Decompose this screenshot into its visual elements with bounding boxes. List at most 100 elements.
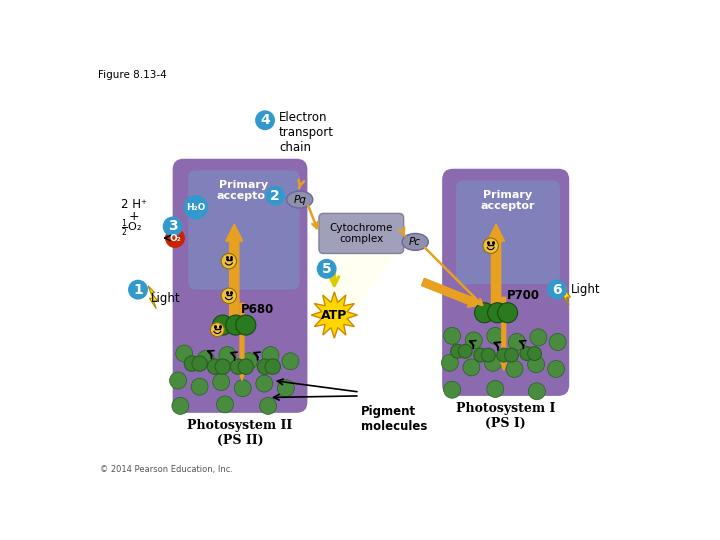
Text: Electron
transport
chain: Electron transport chain bbox=[279, 111, 334, 154]
Circle shape bbox=[265, 359, 281, 374]
Circle shape bbox=[221, 288, 237, 303]
Text: P680: P680 bbox=[240, 303, 274, 316]
Text: ATP: ATP bbox=[321, 308, 348, 321]
Circle shape bbox=[528, 356, 544, 373]
Text: +: + bbox=[129, 210, 140, 223]
Text: P700: P700 bbox=[506, 289, 539, 302]
Circle shape bbox=[215, 359, 230, 374]
Circle shape bbox=[459, 345, 472, 358]
Circle shape bbox=[506, 361, 523, 377]
FancyBboxPatch shape bbox=[442, 168, 570, 396]
Circle shape bbox=[212, 315, 233, 335]
Text: 2: 2 bbox=[270, 188, 280, 202]
Circle shape bbox=[230, 359, 246, 374]
Text: 5: 5 bbox=[322, 262, 331, 276]
Circle shape bbox=[210, 323, 224, 336]
Circle shape bbox=[262, 347, 279, 363]
Text: 6: 6 bbox=[552, 282, 562, 296]
Circle shape bbox=[235, 315, 256, 335]
Polygon shape bbox=[315, 253, 396, 303]
Text: Primary
acceptor: Primary acceptor bbox=[481, 190, 535, 211]
Circle shape bbox=[207, 359, 222, 374]
Circle shape bbox=[444, 327, 461, 345]
Circle shape bbox=[498, 303, 518, 323]
Circle shape bbox=[256, 111, 274, 130]
Circle shape bbox=[482, 348, 495, 362]
Polygon shape bbox=[311, 292, 357, 338]
Circle shape bbox=[530, 329, 547, 346]
Circle shape bbox=[240, 353, 257, 370]
Circle shape bbox=[166, 229, 184, 247]
Circle shape bbox=[266, 186, 284, 205]
Circle shape bbox=[474, 348, 487, 362]
Circle shape bbox=[212, 374, 230, 390]
Circle shape bbox=[184, 356, 199, 372]
Circle shape bbox=[129, 280, 148, 299]
Text: Photosystem I
(PS I): Photosystem I (PS I) bbox=[456, 402, 555, 430]
Circle shape bbox=[192, 356, 207, 372]
Text: Primary
acceptor: Primary acceptor bbox=[217, 179, 271, 201]
Text: Cytochrome
complex: Cytochrome complex bbox=[330, 222, 393, 244]
Circle shape bbox=[221, 253, 237, 269]
Text: 3: 3 bbox=[168, 219, 177, 233]
Ellipse shape bbox=[402, 233, 428, 251]
FancyBboxPatch shape bbox=[456, 180, 560, 284]
Text: H₂O: H₂O bbox=[186, 202, 205, 212]
Polygon shape bbox=[561, 282, 570, 305]
Circle shape bbox=[184, 195, 207, 219]
FancyArrow shape bbox=[238, 303, 246, 381]
Circle shape bbox=[170, 372, 186, 389]
Circle shape bbox=[441, 354, 459, 372]
FancyArrow shape bbox=[487, 224, 505, 313]
Polygon shape bbox=[148, 286, 158, 309]
Circle shape bbox=[176, 345, 193, 362]
Circle shape bbox=[465, 332, 482, 349]
Circle shape bbox=[548, 361, 564, 377]
Circle shape bbox=[234, 380, 251, 397]
Circle shape bbox=[451, 345, 464, 358]
FancyArrow shape bbox=[500, 298, 508, 370]
Circle shape bbox=[197, 350, 215, 367]
Ellipse shape bbox=[287, 191, 312, 208]
Circle shape bbox=[226, 315, 246, 335]
Circle shape bbox=[548, 280, 566, 299]
Circle shape bbox=[497, 348, 510, 362]
FancyArrow shape bbox=[226, 224, 243, 320]
Circle shape bbox=[282, 353, 299, 370]
Circle shape bbox=[549, 334, 566, 350]
Circle shape bbox=[217, 396, 233, 413]
Text: Figure 8.13-4: Figure 8.13-4 bbox=[98, 70, 167, 80]
Circle shape bbox=[163, 217, 182, 236]
Circle shape bbox=[508, 334, 526, 350]
FancyArrow shape bbox=[421, 278, 481, 307]
Text: Pq: Pq bbox=[293, 194, 306, 205]
Text: $\frac{1}{2}$O₂: $\frac{1}{2}$O₂ bbox=[122, 217, 143, 239]
Circle shape bbox=[474, 303, 495, 323]
Circle shape bbox=[444, 381, 461, 398]
Text: Light: Light bbox=[151, 292, 181, 305]
Text: 4: 4 bbox=[260, 113, 270, 127]
Text: Photosystem II
(PS II): Photosystem II (PS II) bbox=[187, 419, 292, 447]
Circle shape bbox=[463, 359, 480, 376]
Circle shape bbox=[520, 347, 534, 361]
FancyBboxPatch shape bbox=[173, 159, 307, 413]
Circle shape bbox=[485, 354, 501, 372]
Circle shape bbox=[219, 347, 235, 363]
Circle shape bbox=[191, 378, 208, 395]
Text: 2 H⁺: 2 H⁺ bbox=[121, 198, 147, 212]
Text: Pc: Pc bbox=[409, 237, 421, 247]
Circle shape bbox=[277, 380, 294, 397]
Circle shape bbox=[487, 381, 504, 397]
Circle shape bbox=[238, 359, 253, 374]
Circle shape bbox=[257, 359, 273, 374]
Circle shape bbox=[256, 375, 273, 392]
Text: O₂: O₂ bbox=[169, 233, 181, 242]
Circle shape bbox=[487, 327, 504, 345]
Circle shape bbox=[528, 383, 545, 400]
Text: Light: Light bbox=[571, 283, 600, 296]
Circle shape bbox=[260, 397, 276, 414]
FancyBboxPatch shape bbox=[188, 170, 300, 289]
Circle shape bbox=[505, 348, 518, 362]
Text: 1: 1 bbox=[133, 282, 143, 296]
Text: © 2014 Pearson Education, Inc.: © 2014 Pearson Education, Inc. bbox=[99, 465, 233, 475]
